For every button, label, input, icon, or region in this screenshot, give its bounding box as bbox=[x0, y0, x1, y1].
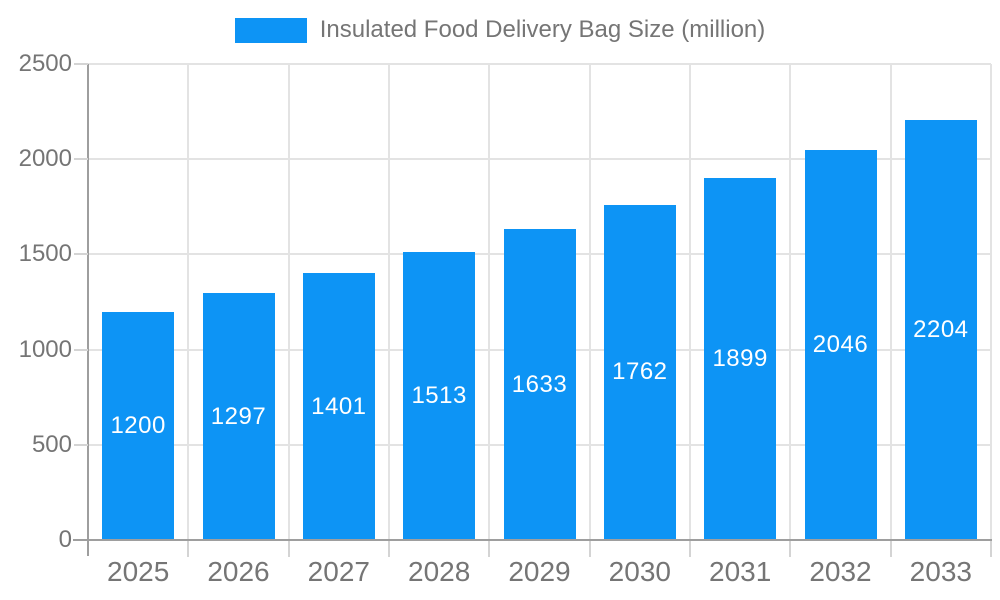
x-axis-tick-label: 2025 bbox=[107, 556, 170, 587]
y-axis-tick bbox=[74, 253, 88, 256]
x-axis-tick-label: 2032 bbox=[809, 556, 872, 587]
x-axis-tick bbox=[588, 541, 591, 557]
y-axis-tick-label: 1500 bbox=[18, 240, 72, 268]
x-axis-tick bbox=[789, 541, 792, 557]
x-axis-tick-label: 2030 bbox=[608, 556, 671, 587]
plot-area: 1200 1297 1401 1513 1633 1762 1899 2046 2204 bbox=[88, 63, 992, 540]
x-axis-tick-label: 2026 bbox=[207, 556, 270, 587]
gridline-vertical bbox=[588, 64, 591, 540]
x-axis-tick-label: 2029 bbox=[508, 556, 571, 587]
x-axis-tick bbox=[889, 541, 892, 557]
gridline-vertical bbox=[889, 64, 892, 540]
bar-value-label: 1513 bbox=[411, 381, 467, 409]
y-axis-line bbox=[87, 64, 89, 556]
bar-value-label: 1633 bbox=[511, 370, 568, 398]
gridline-vertical bbox=[287, 64, 290, 540]
y-axis-tick-label: 0 bbox=[58, 526, 72, 553]
x-axis-tick bbox=[187, 541, 190, 557]
gridline-vertical bbox=[689, 64, 691, 540]
x-axis-tick-label: 2027 bbox=[307, 556, 370, 587]
y-axis-tick bbox=[74, 63, 88, 65]
x-axis-tick-label: 2031 bbox=[709, 556, 772, 587]
x-axis-tick bbox=[287, 541, 290, 557]
chart-legend[interactable]: Insulated Food Delivery Bag Size (millio… bbox=[0, 14, 1000, 46]
x-axis-line bbox=[73, 539, 992, 541]
x-axis-tick bbox=[990, 541, 992, 557]
gridline-vertical bbox=[187, 64, 190, 540]
bar-2030[interactable]: 1762 bbox=[603, 204, 676, 540]
gridline-vertical bbox=[789, 64, 792, 540]
bar-value-label: 1401 bbox=[311, 392, 367, 420]
bar-2032[interactable]: 2046 bbox=[804, 150, 877, 540]
x-axis-tick bbox=[388, 541, 390, 557]
bar-2027[interactable]: 1401 bbox=[302, 273, 375, 540]
x-axis-tick-label: 2028 bbox=[408, 556, 471, 587]
bar-2028[interactable]: 1513 bbox=[403, 251, 476, 540]
gridline-horizontal bbox=[88, 63, 991, 65]
bar-value-label: 1200 bbox=[110, 411, 166, 439]
bar-value-label: 2204 bbox=[913, 316, 969, 344]
y-axis-tick bbox=[74, 443, 88, 446]
gridline-horizontal bbox=[88, 158, 991, 161]
y-axis-tick-label: 1000 bbox=[18, 335, 72, 363]
gridline-vertical bbox=[990, 64, 992, 540]
legend-swatch bbox=[234, 17, 307, 43]
y-axis-tick-label: 500 bbox=[31, 430, 72, 458]
bar-value-label: 1899 bbox=[712, 345, 768, 373]
gridline-vertical bbox=[388, 64, 390, 540]
y-axis-tick-label: 2500 bbox=[18, 50, 72, 77]
bar-2025[interactable]: 1200 bbox=[102, 311, 175, 540]
y-axis-tick-label: 2000 bbox=[18, 145, 72, 173]
legend-label: Insulated Food Delivery Bag Size (millio… bbox=[319, 16, 766, 43]
bar-value-label: 1762 bbox=[612, 358, 668, 386]
x-axis-tick bbox=[689, 541, 691, 557]
bar-2033[interactable]: 2204 bbox=[904, 120, 977, 540]
bar-value-label: 2046 bbox=[812, 331, 869, 359]
gridline-vertical bbox=[488, 64, 491, 540]
x-axis-tick-label: 2033 bbox=[909, 556, 972, 587]
bar-value-label: 1297 bbox=[210, 402, 267, 430]
y-axis-tick bbox=[74, 158, 88, 161]
bar-2026[interactable]: 1297 bbox=[202, 293, 275, 540]
bar-2029[interactable]: 1633 bbox=[503, 229, 576, 540]
y-axis-tick bbox=[74, 348, 88, 351]
x-axis-tick bbox=[488, 541, 491, 557]
bar-2031[interactable]: 1899 bbox=[704, 178, 777, 540]
